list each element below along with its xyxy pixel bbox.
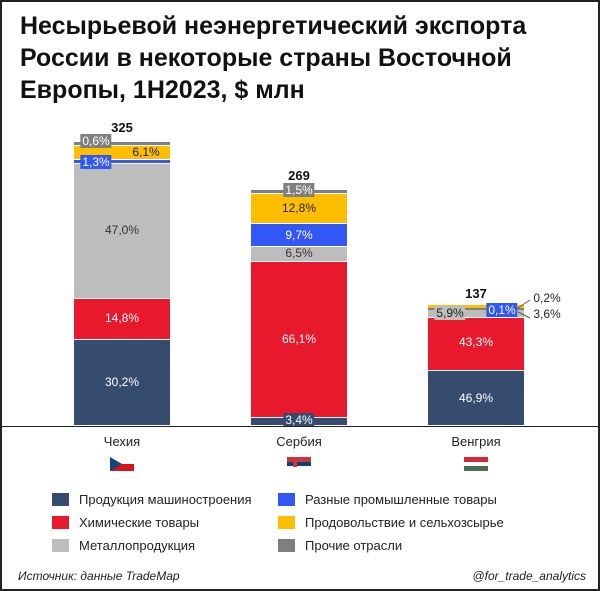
- chart-title: Несырьевой неэнергетический экспорта Рос…: [20, 12, 527, 104]
- label-serbia-other: 1,5%: [283, 183, 315, 197]
- label-hungary-food: 0,2%: [533, 291, 561, 305]
- label-czech-metal: 47,0%: [104, 223, 140, 237]
- serbia-flag-icon: [287, 457, 311, 471]
- seg-chemical: [251, 261, 347, 417]
- label-hungary-other: 3,6%: [533, 307, 561, 321]
- label-czech-industrial: 1,3%: [80, 155, 112, 169]
- total-hungary: 137: [465, 286, 487, 301]
- seg-chemical: [428, 317, 524, 370]
- hungary-flag-icon: [464, 457, 488, 471]
- seg-metal: [251, 246, 347, 261]
- legend-swatch: [52, 516, 69, 529]
- legend-swatch: [278, 516, 295, 529]
- legend-item-other: Прочие отрасли: [278, 538, 402, 553]
- bar-hungary: [428, 305, 524, 425]
- label-serbia-food: 12,8%: [281, 201, 317, 215]
- legend-swatch: [278, 539, 295, 552]
- x-axis: [2, 426, 598, 427]
- label-serbia-chemical: 66,1%: [281, 332, 317, 346]
- label-serbia-metal: 6,5%: [285, 246, 313, 260]
- legend-swatch: [278, 493, 295, 506]
- category-czech: Чехия: [103, 434, 141, 449]
- legend-item-industrial: Разные промышленные товары: [278, 492, 497, 507]
- seg-chemical: [74, 298, 170, 339]
- bar-czech: [74, 142, 170, 425]
- label-czech-machinery: 30,2%: [104, 375, 140, 389]
- seg-other: [428, 308, 524, 310]
- legend-item-metal: Металлопродукция: [52, 538, 195, 553]
- label-serbia-industrial: 9,7%: [285, 228, 313, 242]
- label-hungary-industrial: 0,1%: [486, 303, 518, 317]
- label-czech-chemical: 14,8%: [104, 311, 140, 325]
- czech-flag-icon: [110, 457, 134, 471]
- source-note: Источник: данные TradeMap: [18, 569, 180, 583]
- total-czech: 325: [111, 120, 133, 135]
- label-czech-other: 0,6%: [80, 134, 112, 148]
- category-hungary: Венгрия: [451, 434, 501, 449]
- legend-swatch: [52, 493, 69, 506]
- legend-item-food: Продовольствие и сельхозсырье: [278, 515, 504, 530]
- label-czech-food: 6,1%: [132, 145, 160, 159]
- seg-other: [74, 142, 170, 145]
- label-serbia-machinery: 3,4%: [283, 413, 315, 427]
- seg-industrial: [251, 223, 347, 246]
- legend-swatch: [52, 539, 69, 552]
- category-serbia: Сербия: [276, 434, 322, 449]
- seg-machinery: [74, 339, 170, 425]
- legend-item-chemical: Химические товары: [52, 515, 199, 530]
- seg-machinery: [428, 370, 524, 425]
- bar-serbia: [251, 190, 347, 425]
- seg-metal: [428, 310, 524, 317]
- total-serbia: 269: [288, 168, 310, 183]
- leader-lines-icon: [518, 299, 531, 319]
- legend-item-machinery: Продукция машиностроения: [52, 492, 252, 507]
- label-hungary-machinery: 46,9%: [458, 391, 494, 405]
- label-hungary-chemical: 43,3%: [458, 335, 494, 349]
- label-hungary-metal: 5,9%: [434, 306, 466, 320]
- author-handle: @for_trade_analytics: [472, 569, 586, 583]
- seg-metal: [74, 163, 170, 298]
- seg-industrial: [74, 159, 170, 163]
- seg-food: [428, 305, 524, 308]
